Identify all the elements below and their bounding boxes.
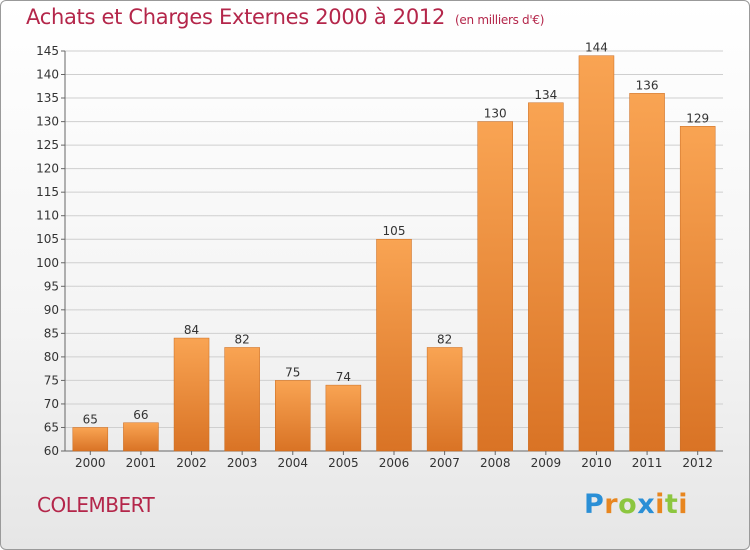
y-tick-label: 135 (36, 91, 59, 105)
bar-2010 (578, 55, 615, 452)
x-tick-label: 2001 (126, 456, 157, 470)
logo-letter: t (664, 489, 679, 520)
y-tick-label: 60 (44, 444, 59, 458)
x-axis: 2000 2001 2002 2003 2004 2005 2006 2007 2008 2009… (75, 451, 713, 470)
x-tick-label: 2006 (379, 456, 410, 470)
bar-2006 (376, 238, 412, 452)
place-name: COLEMBERT (37, 493, 155, 517)
data-label: 130 (484, 107, 507, 121)
data-label: 136 (636, 78, 659, 92)
bar-2008 (477, 121, 513, 452)
bars: 65 66 84 82 75 74 105 82 130 134 144 136 129 (72, 41, 716, 452)
bar-2005 (325, 384, 362, 452)
logo-letter: i (678, 489, 689, 520)
bar-2011 (629, 93, 665, 452)
x-tick-label: 2002 (176, 456, 207, 470)
bar-2001 (123, 422, 159, 452)
data-label: 74 (336, 370, 351, 384)
y-tick-label: 95 (44, 279, 59, 293)
logo-letter: P (584, 489, 605, 520)
x-tick-label: 2012 (682, 456, 713, 470)
y-tick-label: 80 (44, 350, 59, 364)
logo-letter: i (655, 489, 665, 520)
x-tick-label: 2010 (581, 456, 612, 470)
y-tick-label: 140 (36, 68, 59, 82)
data-label: 65 (83, 412, 98, 426)
y-tick-label: 100 (36, 256, 59, 270)
bar-2003 (224, 347, 260, 452)
x-tick-label: 2000 (75, 456, 106, 470)
bar-2012 (679, 126, 716, 452)
y-tick-label: 65 (44, 420, 59, 434)
y-tick-label: 130 (36, 115, 59, 129)
proxiti-logo: Proxiti (584, 489, 688, 520)
logo-letter: x (637, 489, 656, 520)
data-label: 84 (184, 323, 199, 337)
bar-2009 (528, 102, 564, 452)
bar-2007 (426, 347, 463, 452)
y-tick-label: 145 (36, 44, 59, 58)
y-tick-label: 75 (44, 373, 59, 387)
unit-note: (en milliers d'€) (455, 13, 545, 27)
y-tick-label: 115 (36, 185, 59, 199)
data-label: 129 (686, 111, 709, 125)
chart-title-text: Achats et Charges Externes 2000 à 2012 (26, 5, 446, 29)
y-tick-label: 70 (44, 397, 59, 411)
data-label: 82 (235, 332, 250, 346)
y-tick-label: 90 (44, 303, 59, 317)
y-tick-label: 120 (36, 162, 59, 176)
data-label: 66 (133, 408, 148, 422)
logo-letter: o (618, 489, 638, 520)
chart-title: Achats et Charges Externes 2000 à 2012 (e… (26, 5, 544, 29)
y-tick-label: 110 (36, 209, 59, 223)
data-label: 134 (534, 88, 557, 102)
x-tick-label: 2011 (632, 456, 663, 470)
x-tick-label: 2003 (227, 456, 258, 470)
bar-chart: 60 65 70 75 80 85 90 95 100 105 110 115 120 125 130 135… (36, 41, 723, 470)
x-tick-label: 2005 (328, 456, 359, 470)
data-label: 105 (383, 224, 406, 238)
data-label: 75 (285, 365, 300, 379)
data-label: 144 (585, 41, 608, 55)
bar-2002 (173, 337, 210, 452)
logo-letter: r (604, 489, 619, 520)
y-tick-label: 125 (36, 138, 59, 152)
y-tick-label: 105 (36, 232, 59, 246)
x-tick-label: 2004 (277, 456, 308, 470)
bar-2000 (72, 427, 109, 452)
x-tick-label: 2008 (480, 456, 511, 470)
bar-2004 (275, 380, 311, 452)
x-tick-label: 2007 (429, 456, 460, 470)
data-label: 82 (437, 332, 452, 346)
y-tick-label: 85 (44, 326, 59, 340)
x-tick-label: 2009 (531, 456, 562, 470)
